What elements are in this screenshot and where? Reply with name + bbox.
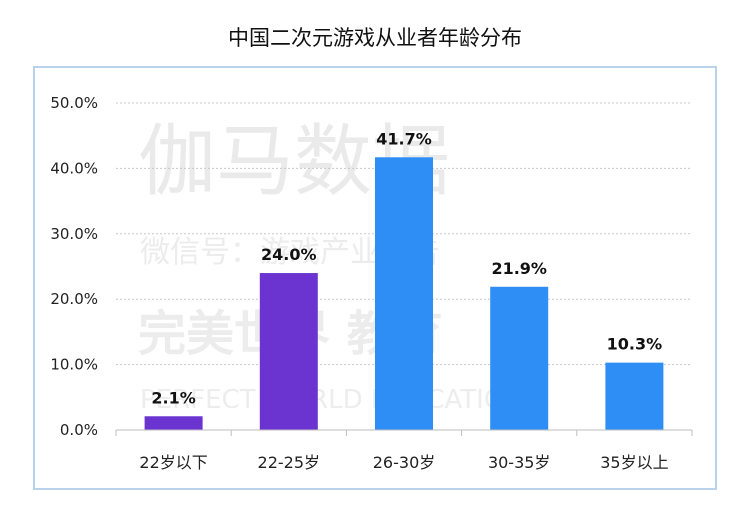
y-tick-label: 0.0% (60, 421, 98, 439)
data-label: 24.0% (261, 245, 317, 264)
y-tick-label: 50.0% (50, 94, 98, 112)
bar (490, 286, 549, 430)
y-axis: 0.0% 10.0% 20.0% 30.0% 40.0% 50.0% (50, 94, 98, 439)
y-tick-label: 20.0% (50, 290, 98, 308)
data-label: 2.1% (151, 388, 195, 407)
watermark-line4: PERFECT WORLD EDUCATION (140, 385, 524, 415)
bar (375, 157, 433, 431)
data-label: 41.7% (376, 129, 432, 148)
x-tick-label: 30-35岁 (488, 453, 551, 472)
bar (259, 273, 318, 430)
bar (605, 362, 664, 430)
data-label: 21.9% (491, 259, 547, 278)
bar (144, 416, 203, 430)
data-label: 10.3% (607, 335, 663, 354)
y-tick-label: 40.0% (50, 159, 98, 177)
watermark: 伽马数据 微信号：游戏产业报告 完美世界 教育 PERFECT WORLD ED… (138, 117, 524, 415)
chart-title: 中国二次元游戏从业者年龄分布 (228, 26, 522, 50)
y-tick-label: 10.0% (50, 356, 98, 374)
x-tick-label: 22-25岁 (258, 453, 321, 472)
bars: 2.1% 24.0% 41.7% 21.9% 10.3% (144, 129, 664, 431)
x-tick-label: 26-30岁 (373, 453, 436, 472)
x-tick-label: 22岁以下 (139, 453, 207, 472)
chart-frame (33, 66, 717, 490)
x-tick-label: 35岁以上 (600, 453, 668, 472)
x-axis: 22岁以下 22-25岁 26-30岁 30-35岁 35岁以上 (115, 429, 693, 472)
y-tick-label: 30.0% (50, 225, 98, 243)
